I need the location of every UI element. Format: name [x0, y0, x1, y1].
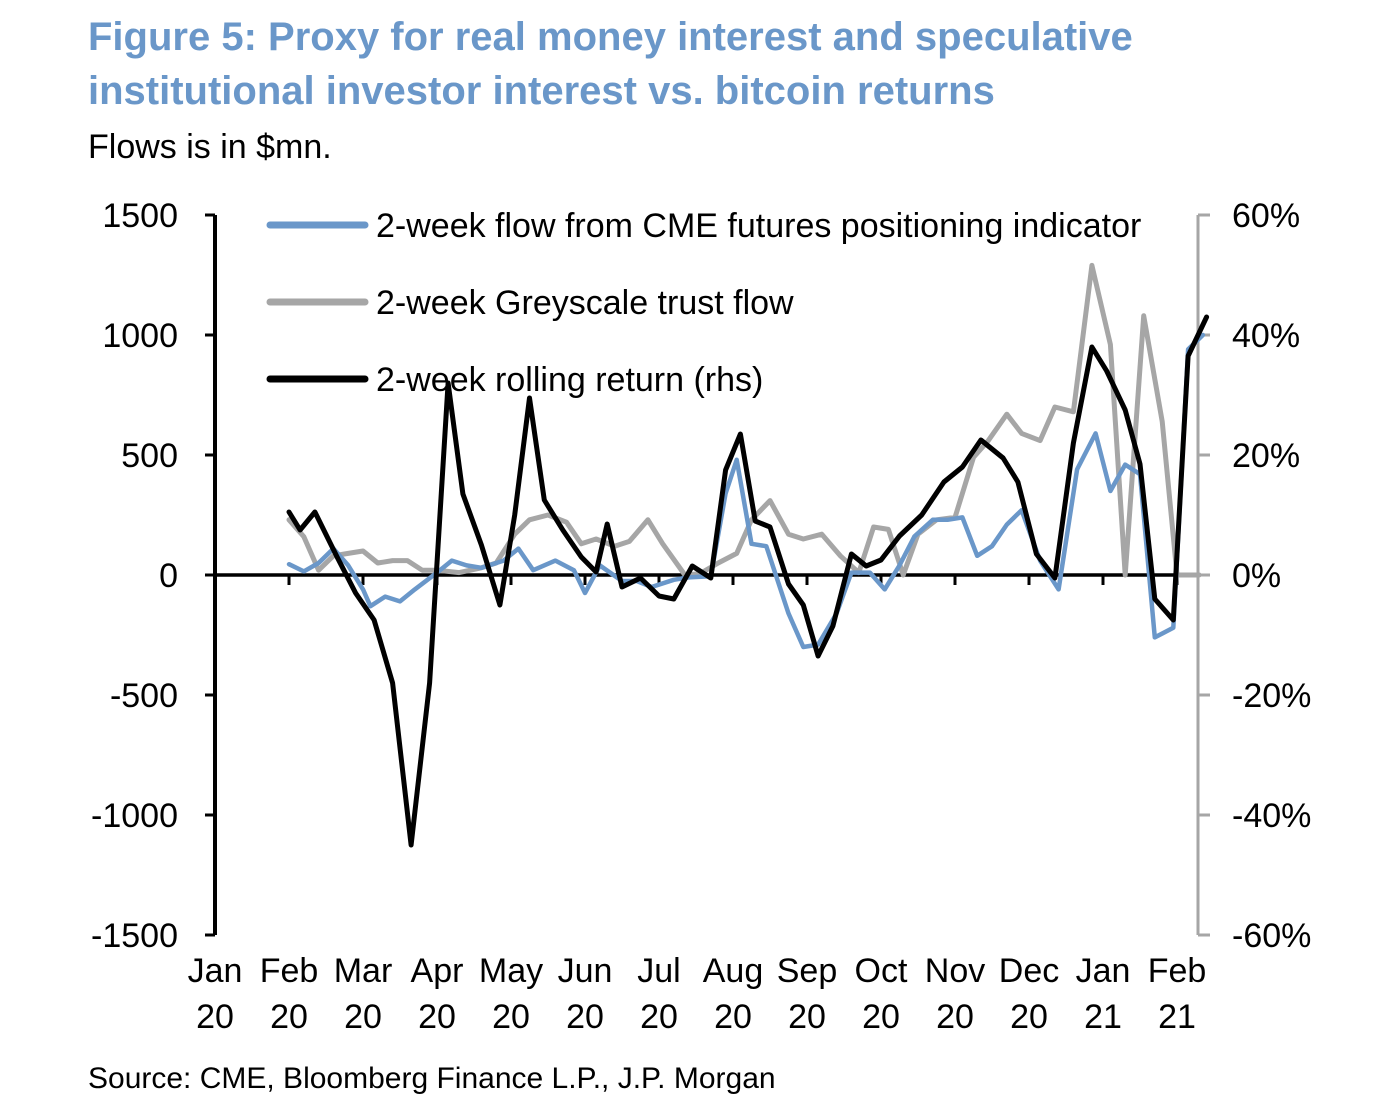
chart-subtitle: Flows is in $mn.: [88, 128, 332, 166]
x-tick-label-year: 20: [862, 998, 900, 1036]
x-tick-label-month: Jan: [188, 952, 243, 990]
chart-title-line-1: Figure 5: Proxy for real money interest …: [88, 15, 1133, 59]
y-left-tick-label: 0: [159, 557, 178, 595]
x-tick-label-year: 20: [714, 998, 752, 1036]
chart-axes: 1500 1000 500 0 -500 -1000 -1500 60% 40% 20% 0% -20…: [91, 197, 1311, 1036]
x-tick-label-year: 20: [196, 998, 234, 1036]
chart-title-line-2: institutional investor interest vs. bitc…: [88, 69, 995, 113]
x-tick-label-year: 21: [1158, 998, 1196, 1036]
x-tick-label-year: 20: [270, 998, 308, 1036]
x-tick-label-year: 20: [566, 998, 604, 1036]
y-left-tick-label: 1500: [102, 197, 178, 235]
y-right-tick-label: 0%: [1232, 557, 1281, 595]
x-tick-label-month: Apr: [411, 952, 464, 990]
y-left-tick-label: 500: [121, 437, 178, 475]
chart-series: [286, 262, 1210, 848]
y-right-tick-label: 40%: [1232, 317, 1300, 355]
x-tick-label-month: Feb: [260, 952, 319, 990]
y-left-tick-label: -1500: [91, 917, 178, 955]
x-tick-label-year: 20: [1010, 998, 1048, 1036]
y-left-tick-label: 1000: [102, 317, 178, 355]
x-tick-label-year: 20: [492, 998, 530, 1036]
x-tick-label-month: Jun: [558, 952, 613, 990]
y-left-tick-label: -1000: [91, 797, 178, 835]
series-line-greyscale-flow: [286, 262, 1202, 578]
source-note: Source: CME, Bloomberg Finance L.P., J.P…: [88, 1062, 776, 1095]
chart-title: Figure 5: Proxy for real money interest …: [88, 10, 1358, 118]
y-right-tick-label: -20%: [1232, 677, 1311, 715]
x-tick-label-year: 20: [640, 998, 678, 1036]
x-tick-label-year: 20: [418, 998, 456, 1036]
y-right-tick-label: -60%: [1232, 917, 1311, 955]
legend-item-rolling-return-label: 2-week rolling return (rhs): [376, 361, 763, 399]
x-tick-label-year: 21: [1084, 998, 1122, 1036]
x-tick-label-month: Nov: [925, 952, 985, 990]
y-right-tick-label: 20%: [1232, 437, 1300, 475]
x-tick-label-month: Jul: [637, 952, 680, 990]
x-tick-label-month: May: [479, 952, 543, 990]
x-tick-label-year: 20: [344, 998, 382, 1036]
x-tick-label-month: Aug: [703, 952, 764, 990]
x-tick-label-month: Oct: [855, 952, 908, 990]
x-tick-label-month: Jan: [1076, 952, 1131, 990]
series-line-cme-flow: [286, 332, 1206, 650]
x-tick-label-month: Sep: [777, 952, 838, 990]
chart-legend: 2-week flow from CME futures positioning…: [266, 207, 1141, 399]
legend-item-greyscale-flow-label: 2-week Greyscale trust flow: [376, 284, 794, 322]
y-right-tick-label: 60%: [1232, 197, 1300, 235]
x-tick-label-month: Dec: [999, 952, 1059, 990]
x-tick-label-month: Feb: [1148, 952, 1207, 990]
y-left-tick-label: -500: [110, 677, 178, 715]
x-tick-label-year: 20: [788, 998, 826, 1036]
y-right-tick-label: -40%: [1232, 797, 1311, 835]
x-tick-label-year: 20: [936, 998, 974, 1036]
x-tick-label-month: Mar: [334, 952, 393, 990]
series-line-rolling-return: [286, 314, 1210, 848]
legend-item-cme-flow-label: 2-week flow from CME futures positioning…: [376, 207, 1141, 245]
